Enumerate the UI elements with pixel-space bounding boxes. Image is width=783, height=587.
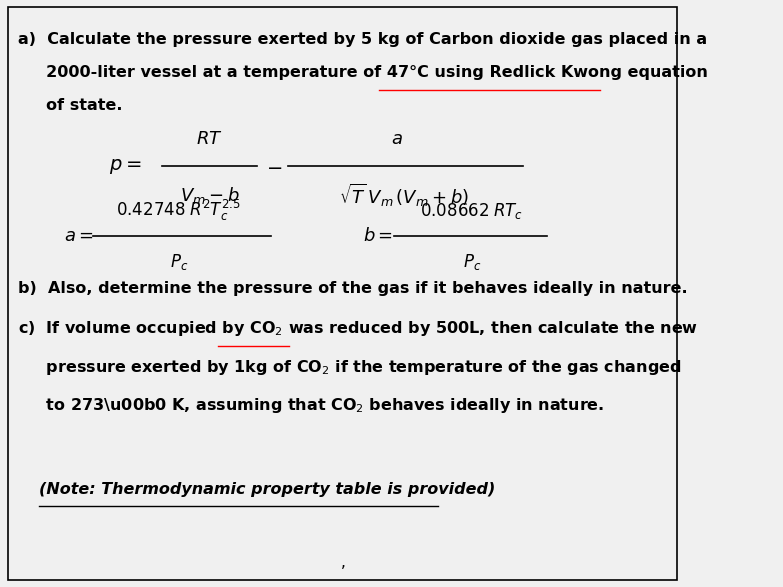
Text: $a$: $a$: [391, 130, 403, 148]
Text: a)  Calculate the pressure exerted by 5 kg of Carbon dioxide gas placed in a: a) Calculate the pressure exerted by 5 k…: [19, 32, 708, 47]
Text: to 273\u00b0 K, assuming that CO$_2$ behaves ideally in nature.: to 273\u00b0 K, assuming that CO$_2$ beh…: [19, 396, 604, 415]
Text: $a =$: $a =$: [63, 227, 93, 245]
Text: $P_c$: $P_c$: [170, 252, 188, 272]
Text: $V_m - b$: $V_m - b$: [179, 185, 240, 206]
Text: b)  Also, determine the pressure of the gas if it behaves ideally in nature.: b) Also, determine the pressure of the g…: [19, 281, 688, 296]
Text: $b =$: $b =$: [363, 227, 394, 245]
Text: $P_c$: $P_c$: [463, 252, 481, 272]
Text: c)  If volume occupied by CO$_2$ was reduced by 500L, then calculate the new: c) If volume occupied by CO$_2$ was redu…: [19, 319, 698, 338]
Text: $0.42748\;R^2 T_c^{2.5}$: $0.42748\;R^2 T_c^{2.5}$: [117, 198, 241, 223]
Text: $-$: $-$: [266, 157, 283, 176]
Text: $\mathit{,}$: $\mathit{,}$: [340, 556, 345, 571]
Text: (Note: Thermodynamic property table is provided): (Note: Thermodynamic property table is p…: [39, 482, 496, 497]
Text: $0.08662\;RT_c$: $0.08662\;RT_c$: [420, 201, 524, 221]
Text: 2000-liter vessel at a temperature of 47°C using Redlick Kwong equation: 2000-liter vessel at a temperature of 47…: [19, 65, 709, 80]
Text: $\sqrt{T}\,V_m\,(V_m + b)$: $\sqrt{T}\,V_m\,(V_m + b)$: [339, 182, 469, 209]
Text: pressure exerted by 1kg of CO$_2$ if the temperature of the gas changed: pressure exerted by 1kg of CO$_2$ if the…: [19, 357, 682, 377]
Text: of state.: of state.: [19, 98, 123, 113]
Text: $p =$: $p =$: [109, 157, 141, 176]
Text: $RT$: $RT$: [196, 130, 222, 148]
